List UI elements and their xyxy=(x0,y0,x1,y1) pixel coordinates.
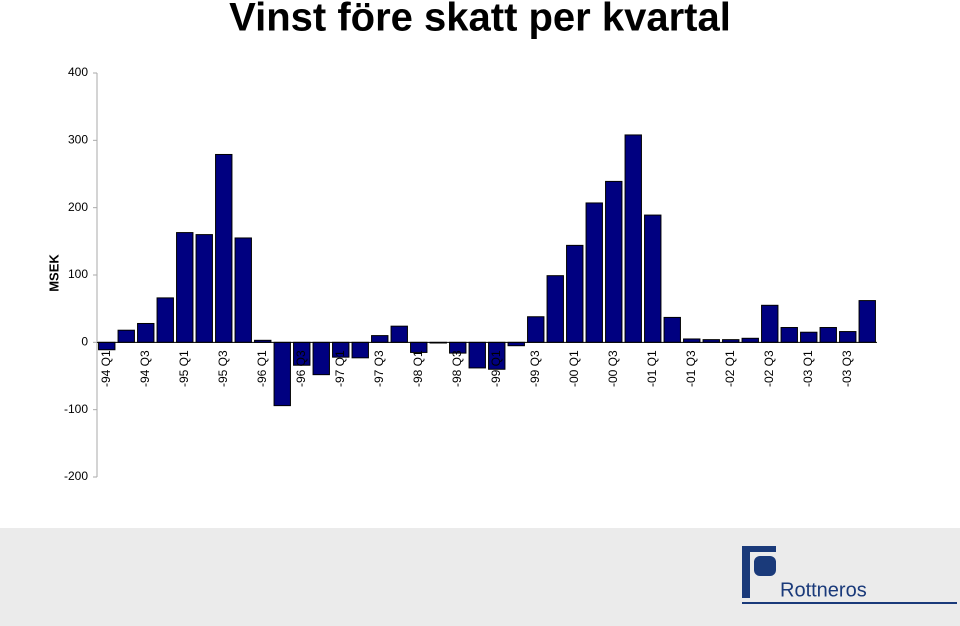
bar xyxy=(390,325,408,343)
footer-band xyxy=(0,528,960,626)
bar xyxy=(780,327,798,343)
x-tick-label: -97 Q1 xyxy=(333,350,347,387)
x-tick-label: -03 Q3 xyxy=(840,350,854,387)
bar xyxy=(546,275,564,343)
x-tick-label: -00 Q3 xyxy=(606,350,620,387)
bar xyxy=(683,338,701,343)
bar xyxy=(273,341,291,407)
y-tick-label: 400 xyxy=(68,65,88,79)
y-tick-label: -100 xyxy=(64,402,88,416)
bar xyxy=(156,297,174,343)
x-tick-label: -01 Q1 xyxy=(645,350,659,387)
bar xyxy=(761,304,779,343)
bar xyxy=(741,337,759,343)
bar xyxy=(624,134,642,343)
x-tick-label: -94 Q1 xyxy=(99,350,113,387)
bar xyxy=(566,244,584,343)
bar xyxy=(312,341,330,376)
y-tick-label: 300 xyxy=(68,133,88,147)
bar xyxy=(98,341,116,351)
bar xyxy=(819,327,837,343)
bar xyxy=(605,180,623,343)
bar xyxy=(663,316,681,343)
x-tick-label: -02 Q1 xyxy=(723,350,737,387)
chart-title: Vinst före skatt per kvartal xyxy=(229,0,731,40)
x-tick-label: -95 Q1 xyxy=(177,350,191,387)
x-tick-label: -98 Q1 xyxy=(411,350,425,387)
y-tick-label: 100 xyxy=(68,267,88,281)
bar xyxy=(507,341,525,347)
x-tick-label: -03 Q1 xyxy=(801,350,815,387)
logo-text: Rottneros xyxy=(780,579,867,601)
x-tick-label: -97 Q3 xyxy=(372,350,386,387)
x-tick-label: -95 Q3 xyxy=(216,350,230,387)
x-tick-label: -98 Q3 xyxy=(450,350,464,387)
bar xyxy=(858,300,876,343)
logo-icon xyxy=(742,546,776,552)
bar xyxy=(137,322,155,343)
bar xyxy=(117,329,135,343)
bar xyxy=(234,237,252,343)
bar xyxy=(839,331,857,343)
x-tick-label: -01 Q3 xyxy=(684,350,698,387)
y-axis-label: MSEK xyxy=(46,254,61,292)
bar xyxy=(176,232,194,343)
bar xyxy=(468,341,486,369)
x-tick-label: -99 Q1 xyxy=(489,350,503,387)
logo: Rottneros xyxy=(742,546,957,604)
y-tick-label: 200 xyxy=(68,200,88,214)
x-tick-label: -96 Q1 xyxy=(255,350,269,387)
bar xyxy=(371,335,389,343)
logo-icon xyxy=(754,556,776,576)
bar xyxy=(351,341,369,359)
x-tick-label: -96 Q3 xyxy=(294,350,308,387)
y-tick-label: -200 xyxy=(64,469,88,483)
y-tick-label: 0 xyxy=(81,335,88,349)
bar xyxy=(527,316,545,343)
bar xyxy=(585,202,603,343)
bar xyxy=(644,214,662,343)
logo-icon xyxy=(742,548,750,598)
x-tick-label: -94 Q3 xyxy=(138,350,152,387)
x-tick-label: -00 Q1 xyxy=(567,350,581,387)
x-tick-label: -99 Q3 xyxy=(528,350,542,387)
bar xyxy=(215,153,233,343)
bar xyxy=(195,234,213,343)
x-tick-label: -02 Q3 xyxy=(762,350,776,387)
bar xyxy=(800,331,818,343)
